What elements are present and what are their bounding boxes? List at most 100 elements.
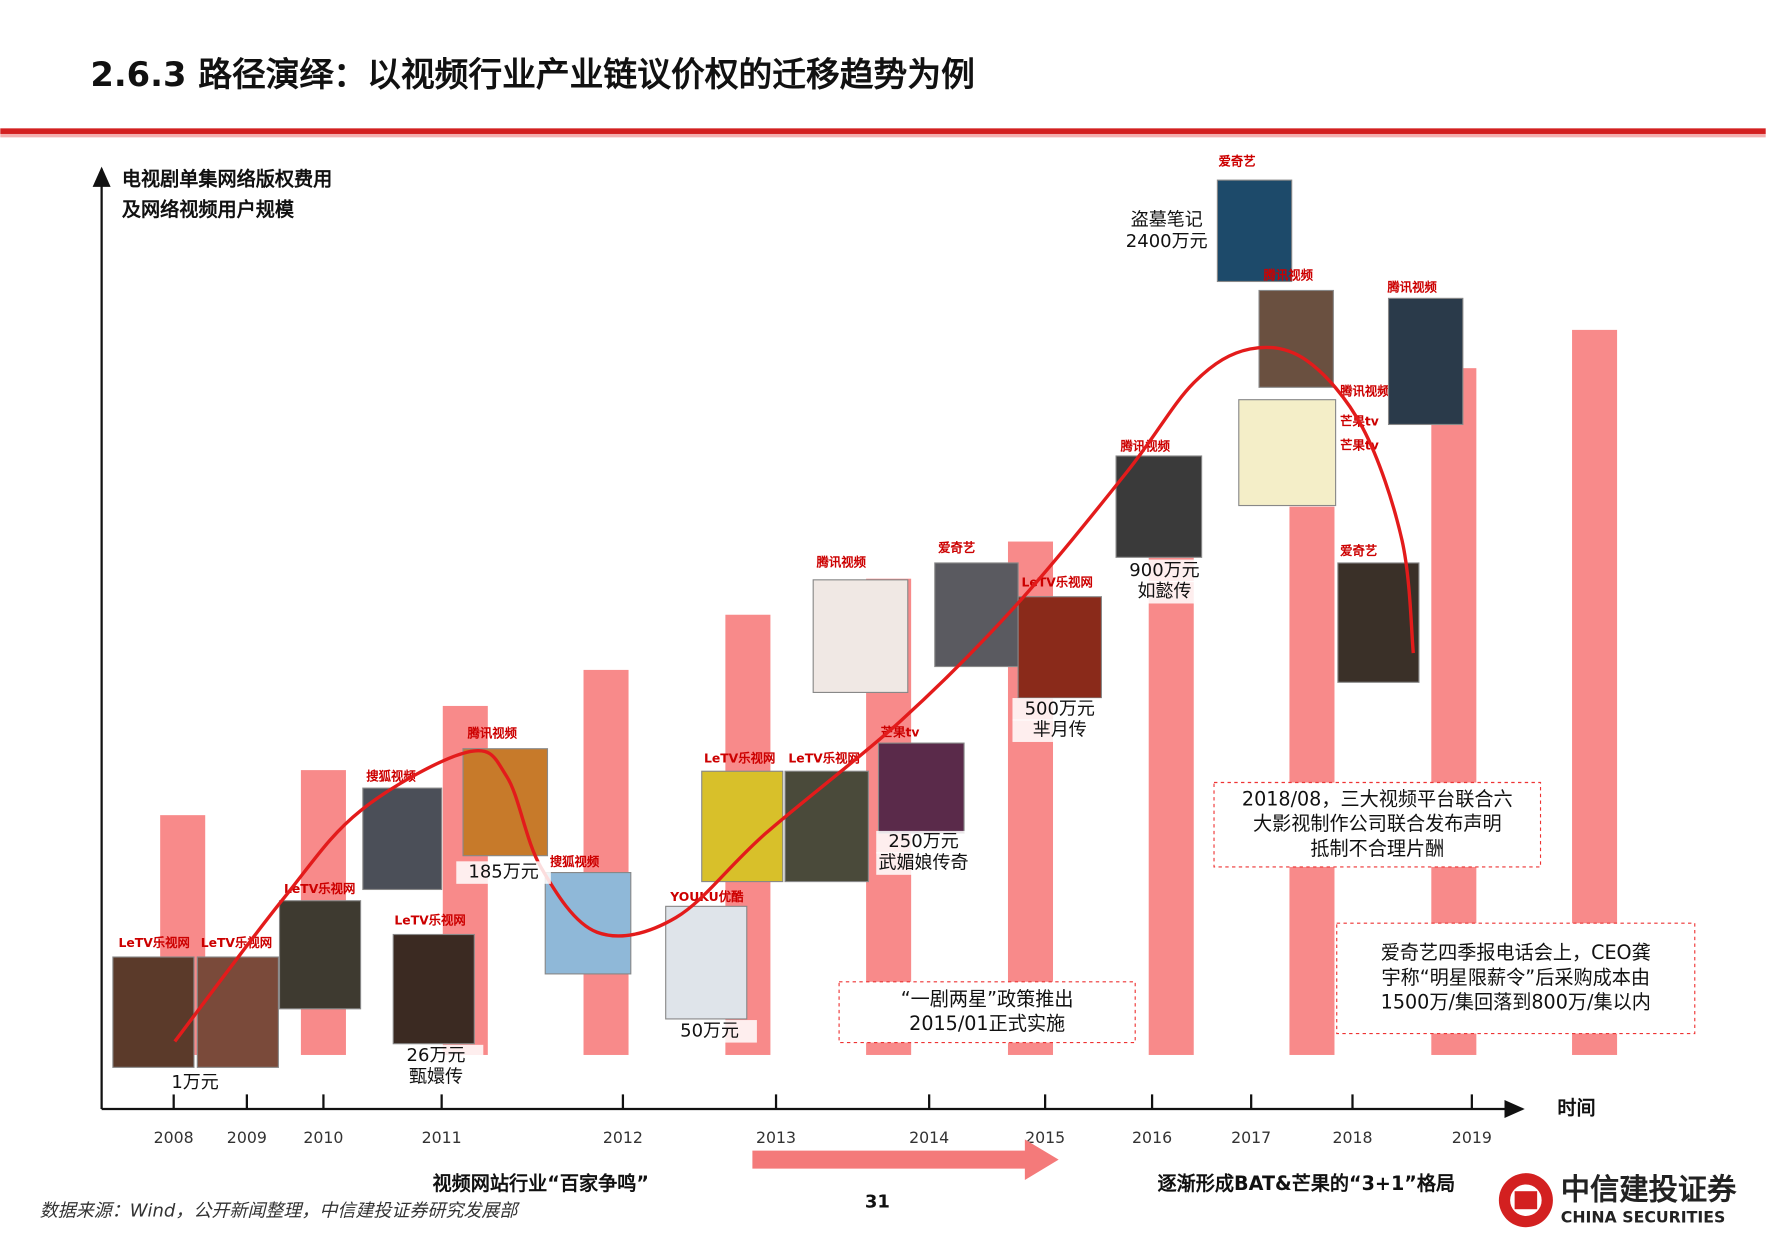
bar: [1289, 506, 1335, 1055]
annotation-text: 2015/01正式实施: [909, 1012, 1065, 1035]
poster: [1017, 596, 1102, 699]
price-label: 900万元: [1129, 560, 1199, 581]
poster: [1115, 455, 1203, 558]
poster: [812, 579, 909, 693]
x-tick-label: 2013: [756, 1128, 796, 1147]
platform-logo: 腾讯视频: [1386, 280, 1437, 295]
annotation-text: “一剧两星”政策推出: [901, 987, 1074, 1010]
x-axis-label: 时间: [1557, 1097, 1595, 1120]
platform-logo: 腾讯视频: [467, 726, 518, 741]
phase-label: 视频网站行业“百家争鸣”: [433, 1172, 649, 1195]
platform-logo: 搜狐视频: [366, 768, 416, 783]
bar: [583, 669, 629, 1055]
trend-curve: [173, 345, 1415, 1043]
poster: [784, 770, 869, 883]
annotation-text: 2018/08，三大视频平台联合六: [1242, 787, 1513, 810]
x-tick-label: 2011: [422, 1128, 462, 1147]
annotation-box: [1336, 922, 1696, 1035]
poster: [701, 770, 784, 883]
title: 2.6.3 路径演绎：以视频行业产业链议价权的迁移趋势为例: [90, 55, 975, 94]
label-bg: [1012, 698, 1108, 721]
platform-logo: 爱奇艺: [1340, 543, 1377, 558]
annotation-text: 1500万/集回落到800万/集以内: [1381, 991, 1651, 1014]
poster: [1238, 399, 1337, 507]
platform-logo: 搜狐视频: [550, 854, 600, 869]
title-rule-shadow: [0, 133, 1766, 138]
price-label: 盗墓笔记: [1131, 210, 1203, 231]
platform-logo: YOUKU优酷: [669, 889, 744, 904]
x-tick-label: 2008: [154, 1128, 194, 1147]
label-bg: [662, 1020, 757, 1043]
price-label: 26万元: [407, 1045, 466, 1066]
x-tick-label: 2018: [1332, 1128, 1372, 1147]
label-bg: [388, 1044, 484, 1068]
x-tick-label: 2010: [303, 1128, 343, 1147]
posters: LeTV乐视网 LeTV乐视网LeTV乐视网搜狐视频腾讯视频LeTV乐视网搜狐视频…: [112, 154, 1464, 1068]
poster: [1216, 179, 1293, 283]
annotation-text: 抵制不合理片酬: [1310, 837, 1444, 860]
price-label: 如懿传: [1137, 581, 1191, 602]
label-bg: [1012, 719, 1108, 742]
y-axis-label: 电视剧单集网络版权费用: [122, 168, 332, 191]
price-label: 185万元: [468, 862, 538, 883]
annotation-text: 大影视制作公司联合发布声明: [1253, 812, 1502, 835]
platform-logo: LeTV乐视网: [394, 912, 465, 927]
poster: [1387, 297, 1464, 426]
price-label: 甄嬛传: [409, 1066, 463, 1087]
price-label: 芈月传: [1033, 720, 1087, 741]
logo-text: 中信建投证券: [1561, 1173, 1737, 1207]
label-bg: [1117, 580, 1212, 604]
price-label: 武媚娘传奇: [879, 853, 969, 874]
y-axis-label: 及网络视频用户规模: [122, 198, 295, 221]
label-bg: [1119, 209, 1215, 232]
platform-logo: 爱奇艺: [938, 540, 975, 555]
price-label: 500万元: [1025, 698, 1095, 719]
annotation-text: 爱奇艺四季报电话会上，CEO龚: [1381, 941, 1651, 964]
label-bg: [1119, 230, 1215, 254]
label-bg: [388, 1066, 484, 1089]
x-tick-label: 2016: [1132, 1128, 1172, 1147]
platform-logo: LeTV乐视网: [119, 935, 190, 950]
title-rule: [0, 128, 1766, 134]
annotation-box: [838, 981, 1136, 1044]
poster: [112, 956, 195, 1068]
x-tick-label: 2015: [1025, 1128, 1065, 1147]
poster: [1337, 562, 1420, 683]
platform-logo: 腾讯视频: [1263, 267, 1314, 282]
platform-logo: 爱奇艺: [1219, 154, 1256, 169]
platform-logo: 腾讯视频: [816, 554, 867, 569]
logo-text: CHINA SECURITIES: [1561, 1208, 1726, 1227]
poster: [392, 933, 475, 1045]
phase-label: 逐渐形成BAT&芒果的“3+1”格局: [1158, 1172, 1456, 1195]
poster: [544, 872, 632, 975]
price-label: 50万元: [680, 1020, 739, 1041]
source: 数据来源：Wind，公开新闻整理，中信建投证券研究发展部: [40, 1200, 521, 1221]
platform-logo: LeTV乐视网: [704, 750, 775, 765]
label-bg: [147, 1071, 243, 1095]
page-number: 31: [865, 1191, 890, 1212]
price-label: 250万元: [888, 831, 958, 852]
poster: [665, 905, 748, 1020]
logo-mark: [1514, 1191, 1538, 1210]
platform-logo: LeTV乐视网: [201, 935, 272, 950]
label-bg: [456, 861, 551, 884]
x-tick-label: 2014: [909, 1128, 949, 1147]
x-tick-label: 2017: [1231, 1128, 1271, 1147]
annotation-text: 宇称“明星限薪令”后采购成本由: [1382, 966, 1650, 989]
poster: [362, 787, 443, 891]
platform-logo: LeTV乐视网: [284, 881, 355, 896]
platform-logo: LeTV乐视网: [788, 750, 859, 765]
price-label: 1万元: [171, 1072, 218, 1093]
x-tick-label: 2019: [1452, 1128, 1492, 1147]
price-label: 2400万元: [1126, 231, 1208, 252]
label-bg: [876, 830, 971, 854]
platform-logo: 腾讯视频: [1339, 383, 1390, 398]
phase-arrow: [752, 1139, 1059, 1180]
x-tick-label: 2009: [227, 1128, 267, 1147]
label-bg: [1117, 559, 1212, 583]
labels: 2008 2009 2010 2011 2012 2013 2014 2015 2016 2017…: [147, 209, 1492, 1147]
